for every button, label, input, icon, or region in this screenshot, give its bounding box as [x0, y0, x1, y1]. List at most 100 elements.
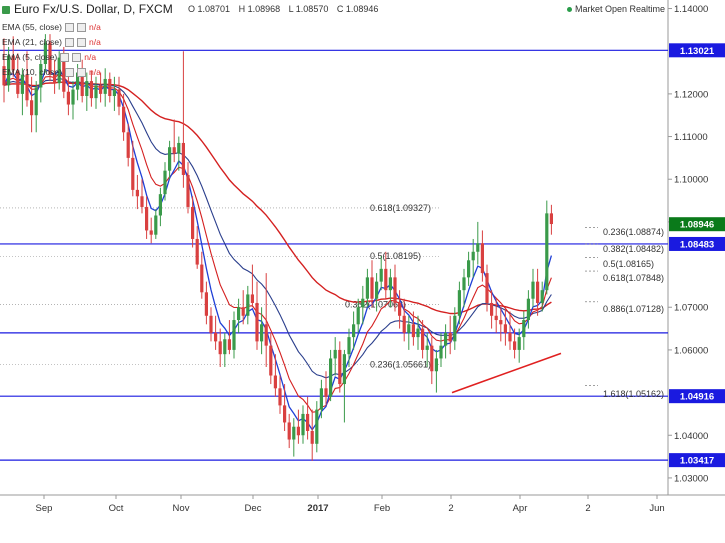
fib-level-label: 0.5(1.08195) — [370, 251, 421, 261]
candle-body — [7, 55, 11, 86]
candle-body — [232, 320, 236, 350]
settings-icon[interactable] — [77, 38, 86, 48]
candle-body — [393, 277, 397, 303]
candle-body — [356, 307, 360, 325]
indicator-label: EMA (10, close) — [2, 67, 62, 77]
candle-body — [57, 57, 61, 84]
eye-icon[interactable] — [60, 53, 70, 63]
candle-body — [16, 70, 20, 94]
candle-body — [237, 307, 241, 321]
y-tick-label: 1.07000 — [674, 303, 708, 314]
y-tick-label: 1.03000 — [674, 473, 708, 484]
indicator-legend-2[interactable]: EMA (21, close) n/a — [2, 37, 101, 48]
last-price-box — [669, 217, 725, 232]
price-level-label: 1.13021 — [680, 46, 715, 57]
candle-body — [30, 100, 34, 116]
indicator-value: n/a — [89, 37, 101, 47]
ohlc-readout: O 1.08701 H 1.08968 L 1.08570 C 1.08946 — [188, 4, 384, 14]
eye-icon[interactable] — [65, 68, 74, 78]
candle-body — [131, 157, 135, 190]
candle-body — [513, 341, 517, 350]
last-price-label: 1.08946 — [680, 220, 714, 231]
settings-icon[interactable] — [72, 53, 82, 63]
candle-body — [347, 337, 351, 355]
candle-body — [191, 206, 195, 239]
candle-body — [508, 332, 512, 342]
candle-body — [241, 307, 245, 316]
fib-level-label: 0.886(1.07128) — [603, 304, 664, 314]
candle-body — [324, 388, 328, 397]
eye-icon[interactable] — [65, 23, 74, 33]
candle-body — [273, 375, 277, 389]
candle-body — [209, 315, 213, 333]
eye-icon[interactable] — [65, 38, 74, 48]
candle-body — [53, 74, 57, 84]
candle-body — [269, 345, 273, 376]
indicator-value: n/a — [84, 52, 97, 62]
candle-body — [154, 215, 158, 235]
candle-body — [531, 281, 535, 299]
candle-body — [421, 328, 425, 350]
indicator-value: n/a — [89, 22, 101, 32]
chart-title: Euro Fx/U.S. Dollar, D, FXCM — [2, 2, 173, 16]
y-tick-label: 1.12000 — [674, 89, 708, 100]
market-status: Market Open Realtime — [566, 4, 665, 14]
fib-level-label: 0.618(1.09327) — [370, 203, 431, 213]
fib-level-label: 0.618(1.07848) — [603, 273, 664, 283]
candle-body — [480, 243, 484, 274]
ohlc-high: H 1.08968 — [238, 4, 281, 14]
candle-body — [250, 294, 254, 303]
candle-body — [89, 81, 93, 99]
x-tick-label: Apr — [513, 503, 528, 514]
candle-body — [471, 251, 475, 261]
candle-body — [430, 345, 434, 372]
candle-body — [195, 238, 199, 265]
candle-body — [76, 72, 80, 90]
candle-body — [526, 298, 530, 321]
candle-body — [48, 42, 52, 75]
y-tick-label: 1.04000 — [674, 431, 708, 442]
candle-body — [39, 64, 43, 88]
ema-21-line — [3, 77, 552, 379]
candle-body — [227, 339, 231, 350]
candle-body — [301, 413, 305, 436]
indicator-legend-1[interactable]: EMA (55, close) n/a — [2, 22, 101, 33]
candle-body — [462, 277, 466, 291]
candle-body — [365, 277, 369, 299]
candle-body — [168, 147, 172, 171]
candle-body — [352, 324, 356, 338]
settings-icon[interactable] — [77, 23, 86, 33]
candle-body — [319, 388, 323, 410]
candle-body — [94, 85, 98, 99]
indicator-label: EMA (55, close) — [2, 22, 62, 32]
candle-body — [246, 294, 250, 316]
candle-body — [112, 89, 116, 97]
ema-10-line — [3, 73, 552, 413]
candle-body — [485, 273, 489, 303]
candle-body — [85, 81, 89, 97]
candle-body — [448, 332, 452, 342]
market-status-text: Market Open Realtime — [574, 4, 665, 14]
candle-body — [402, 315, 406, 333]
candle-body — [342, 354, 346, 385]
price-level-box — [669, 236, 725, 251]
candle-body — [287, 422, 291, 440]
ohlc-low: L 1.08570 — [288, 4, 329, 14]
indicator-value: n/a — [89, 67, 101, 77]
candle-body — [158, 194, 162, 216]
candle-body — [476, 243, 480, 252]
candle-body — [181, 142, 185, 175]
candle-body — [122, 106, 126, 133]
y-tick-label: 1.11000 — [674, 132, 708, 143]
candle-body — [416, 328, 420, 338]
x-tick-label: Feb — [374, 503, 390, 514]
candle-body — [522, 320, 526, 338]
candle-body — [292, 426, 296, 440]
candle-body — [388, 277, 392, 291]
settings-icon[interactable] — [77, 68, 86, 78]
price-level-box — [669, 389, 725, 404]
indicator-legend-4[interactable]: EMA (10, close) n/a — [2, 67, 101, 78]
indicator-legend-3[interactable]: EMA (5, close) n/a — [2, 52, 97, 63]
